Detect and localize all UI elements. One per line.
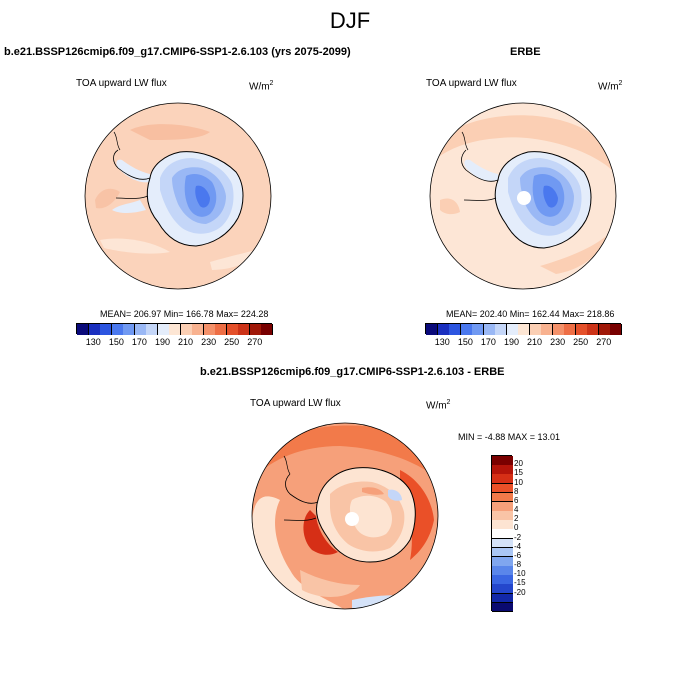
colorbar-tick-label: 0 [514,523,519,533]
model-colorbar [76,323,274,335]
colorbar-tick-label: 15 [514,468,523,478]
colorbar-tick-label: -10 [514,569,526,579]
colorbar-tick-label: -20 [514,587,526,597]
colorbar-swatch [226,324,239,335]
diff-units-label: W/m2 [426,399,451,412]
colorbar-swatch [215,324,228,335]
figure-title: DJF [329,8,371,33]
colorbar-tick-label: 230 [550,337,566,347]
colorbar-tick-label: -2 [514,532,522,542]
colorbar-swatch [495,324,508,335]
colorbar-tick-label: 270 [247,337,263,347]
colorbar-tick-label: -8 [514,560,522,570]
colorbar-swatch [157,324,170,335]
colorbar-tick-label: 230 [201,337,217,347]
colorbar-swatch [575,324,588,335]
colorbar-swatch [552,324,565,335]
obs-units-label: W/m2 [598,80,623,93]
colorbar-swatch [449,324,462,335]
colorbar-swatch [146,324,159,335]
colorbar-swatch [598,324,611,335]
colorbar-tick-label: 6 [514,495,519,505]
colorbar-swatch [506,324,519,335]
colorbar-swatch [123,324,136,335]
colorbar-swatch [192,324,205,335]
colorbar-tick-label: 250 [224,337,240,347]
colorbar-swatch [610,324,623,335]
colorbar-swatch [169,324,182,335]
colorbar-swatch [249,324,262,335]
colorbar-tick-label: -4 [514,541,522,551]
colorbar-swatch [100,324,113,335]
obs-stats: MEAN= 202.40 Min= 162.44 Max= 218.86 [446,309,615,319]
colorbar-tick-label: 270 [596,337,612,347]
colorbar-tick-label: 4 [514,505,519,515]
colorbar-swatch [529,324,542,335]
colorbar-swatch [238,324,251,335]
diff-panel-title: b.e21.BSSP126cmip6.f09_g17.CMIP6-SSP1-2.… [200,366,505,378]
colorbar-swatch [587,324,600,335]
model-colorbar-ticks: 130 150 170 190 210 230 250 270 [76,337,272,349]
colorbar-swatch [483,324,496,335]
diff-colorbar [491,455,513,613]
obs-variable-label: TOA upward LW flux [426,78,517,89]
colorbar-swatch [564,324,577,335]
model-stats: MEAN= 206.97 Min= 166.78 Max= 224.28 [100,309,269,319]
colorbar-swatch [180,324,193,335]
colorbar-tick-label: 8 [514,486,519,496]
colorbar-tick-label: 250 [573,337,589,347]
colorbar-swatch [460,324,473,335]
colorbar-tick-label: 190 [154,337,170,347]
diff-stats: MIN = -4.88 MAX = 13.01 [458,432,561,442]
colorbar-tick-label: 210 [178,337,194,347]
obs-colorbar [425,323,623,335]
colorbar-tick-label: 190 [503,337,519,347]
diff-colorbar-ticks: 20 15 10 8 6 4 2 0 -2 -4 -6 -8 -10 -15 -20 [514,455,544,611]
colorbar-tick-label: 2 [514,514,519,524]
colorbar-swatch [426,324,439,335]
colorbar-tick-label: 130 [434,337,450,347]
colorbar-tick-label: -6 [514,550,522,560]
colorbar-swatch [203,324,216,335]
colorbar-swatch [77,324,90,335]
colorbar-tick-label: 150 [108,337,124,347]
colorbar-swatch [88,324,101,335]
colorbar-swatch [518,324,531,335]
colorbar-swatch [541,324,554,335]
diff-variable-label: TOA upward LW flux [250,398,341,409]
colorbar-swatch [492,602,513,613]
model-units-label: W/m2 [249,80,274,93]
colorbar-swatch [261,324,274,335]
colorbar-tick-label: -15 [514,578,526,588]
colorbar-tick-label: 170 [131,337,147,347]
model-panel-title: b.e21.BSSP126cmip6.f09_g17.CMIP6-SSP1-2.… [4,46,351,58]
colorbar-tick-label: 170 [480,337,496,347]
model-variable-label: TOA upward LW flux [76,78,167,89]
colorbar-tick-label: 20 [514,459,523,469]
colorbar-tick-label: 150 [457,337,473,347]
obs-panel-title: ERBE [510,46,541,58]
colorbar-tick-label: 10 [514,477,523,487]
colorbar-swatch [472,324,485,335]
colorbar-tick-label: 130 [85,337,101,347]
colorbar-swatch [111,324,124,335]
colorbar-swatch [437,324,450,335]
colorbar-swatch [134,324,147,335]
obs-colorbar-ticks: 130 150 170 190 210 230 250 270 [425,337,621,349]
colorbar-tick-label: 210 [527,337,543,347]
